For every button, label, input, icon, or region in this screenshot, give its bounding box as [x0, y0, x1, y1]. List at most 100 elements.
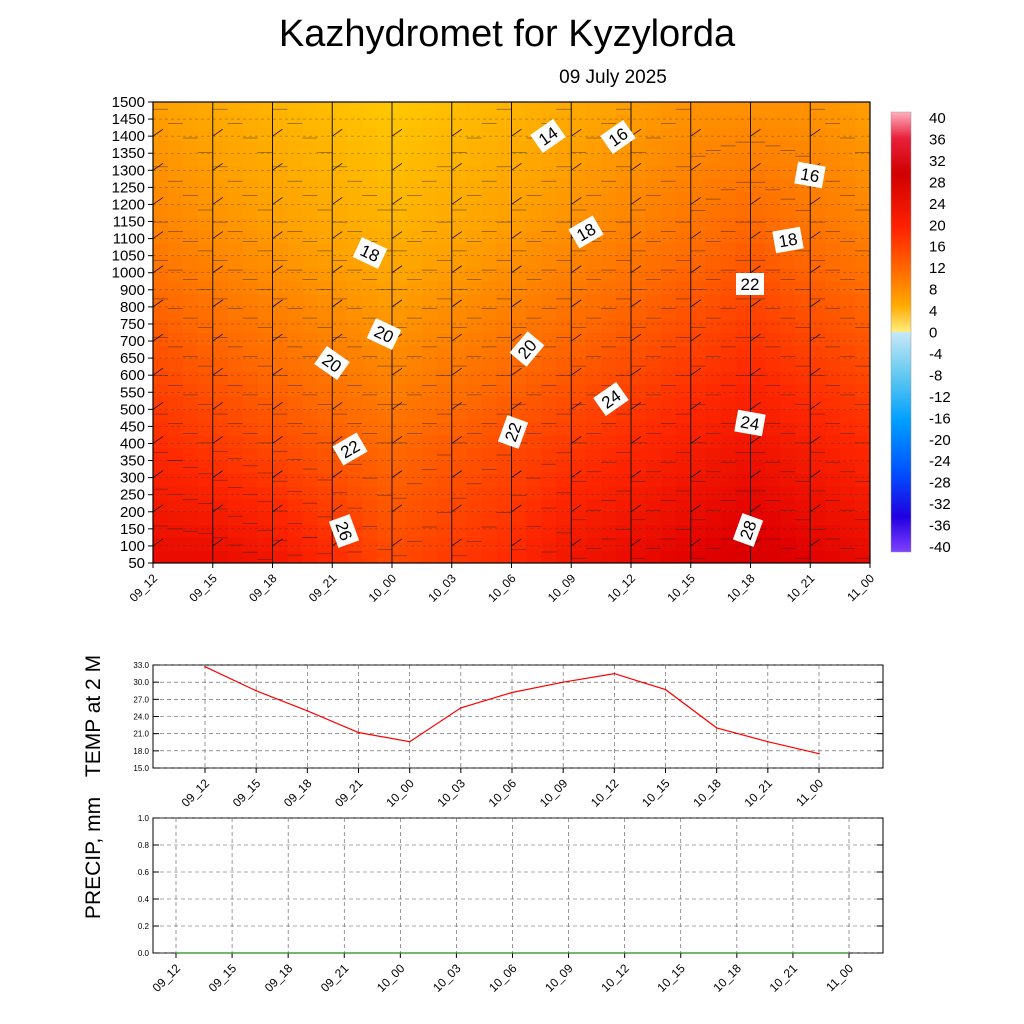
- heatmap-cell: [421, 550, 438, 563]
- heatmap-cell: [272, 178, 289, 193]
- heatmap-cell: [601, 191, 617, 206]
- heatmap-cell: [840, 217, 856, 231]
- heatmap-cell: [645, 550, 662, 563]
- heatmap-cell: [720, 422, 737, 436]
- heatmap-cell: [586, 383, 602, 398]
- heatmap-cell: [272, 358, 289, 372]
- wind-barb: [750, 367, 761, 376]
- heatmap-cell: [377, 409, 393, 423]
- wind-barb: [869, 306, 870, 307]
- heatmap-cell: [631, 153, 647, 167]
- heatmap-cell: [571, 550, 587, 563]
- heatmap-cell: [153, 473, 169, 487]
- x-tick-label: 09_15: [186, 571, 220, 605]
- heatmap-cell: [705, 409, 722, 423]
- heatmap-cell: [586, 524, 602, 538]
- heatmap-cell: [242, 255, 259, 270]
- contour-label-box: [509, 331, 545, 367]
- heatmap-cell: [481, 281, 498, 295]
- heatmap-cell: [302, 345, 318, 359]
- heatmap-cell: [347, 191, 363, 206]
- heatmap-cell: [392, 166, 408, 180]
- heatmap-cell: [257, 370, 274, 385]
- heatmap-cell: [242, 332, 259, 346]
- heatmap-cell: [511, 242, 528, 257]
- heatmap-cell: [556, 268, 572, 282]
- heatmap-cell: [212, 511, 229, 526]
- heatmap-cell: [541, 358, 557, 372]
- heatmap-cell: [242, 242, 259, 257]
- heatmap-cell: [436, 447, 453, 462]
- wind-barb: [690, 197, 701, 205]
- heatmap-cell: [675, 153, 692, 167]
- heatmap-cell: [287, 102, 303, 116]
- heatmap-cell: [272, 204, 289, 218]
- y-tick-label: 600: [120, 367, 145, 384]
- wind-barb: [869, 238, 870, 239]
- heatmap-cell: [377, 473, 393, 487]
- heatmap-cell: [660, 524, 677, 538]
- heatmap-cell: [212, 242, 229, 257]
- heatmap-cell: [436, 217, 453, 231]
- heatmap-cell: [347, 370, 363, 385]
- heatmap-cell: [571, 306, 587, 321]
- heatmap-cell: [795, 319, 811, 334]
- heatmap-cell: [153, 524, 169, 538]
- heatmap-cell: [227, 153, 244, 167]
- heatmap-cell: [182, 358, 199, 372]
- heatmap-cell: [765, 447, 781, 462]
- heatmap-cell: [436, 358, 453, 372]
- heatmap-cell: [167, 242, 184, 257]
- heatmap-cell: [182, 370, 199, 385]
- heatmap-cell: [421, 358, 438, 372]
- heatmap-cell: [377, 396, 393, 410]
- heatmap-cell: [795, 409, 811, 423]
- heatmap-cell: [496, 511, 513, 526]
- heatmap-cell: [317, 217, 333, 231]
- colorbar-tick-label: -24: [929, 453, 951, 470]
- heatmap-cell: [347, 486, 363, 500]
- heatmap-cell: [197, 550, 214, 563]
- wind-barb: [571, 402, 582, 410]
- heatmap-cell: [317, 332, 333, 346]
- heatmap-cell: [182, 409, 199, 423]
- heatmap-cell: [287, 166, 303, 180]
- heatmap-cell: [257, 550, 274, 563]
- wind-barb: [392, 102, 393, 103]
- heatmap-cell: [227, 255, 244, 270]
- heatmap-cell: [167, 486, 184, 500]
- wind-barb: [451, 470, 462, 478]
- y-tick-label: 30.0: [133, 678, 149, 687]
- wind-barb: [212, 102, 214, 103]
- heatmap-cell: [347, 204, 363, 218]
- colorbar-ticks: 4036322824201612840-4-8-12-16-20-24-28-3…: [929, 110, 951, 556]
- heatmap-cell: [197, 524, 214, 538]
- heatmap-cell: [631, 230, 647, 244]
- y-tick-label: 400: [120, 435, 145, 452]
- heatmap-cell: [780, 114, 796, 129]
- heatmap-cell: [675, 332, 692, 346]
- wind-barb: [690, 436, 701, 444]
- heatmap-cell: [855, 498, 870, 513]
- heatmap-cell: [496, 294, 513, 308]
- x-tick-label: 10_12: [605, 571, 639, 605]
- heatmap-cell: [332, 319, 348, 334]
- contour-label: 18: [772, 226, 804, 254]
- heatmap-cell: [631, 511, 647, 526]
- heatmap-cell: [631, 486, 647, 500]
- heatmap-cell: [436, 409, 453, 423]
- heatmap-cell: [451, 319, 468, 334]
- heatmap-cell: [212, 127, 229, 142]
- heatmap-cell: [690, 524, 707, 538]
- heatmap-cell: [392, 230, 408, 244]
- heatmap-cell: [571, 153, 587, 167]
- heatmap-cell: [795, 114, 811, 129]
- heatmap-cell: [705, 294, 722, 308]
- heatmap-cell: [167, 358, 184, 372]
- heatmap-cell: [287, 524, 303, 538]
- heatmap-cell: [855, 319, 870, 334]
- heatmap-cell: [556, 473, 572, 487]
- heatmap-cell: [541, 255, 557, 270]
- wind-barb: [511, 402, 522, 410]
- heatmap-cell: [601, 306, 617, 321]
